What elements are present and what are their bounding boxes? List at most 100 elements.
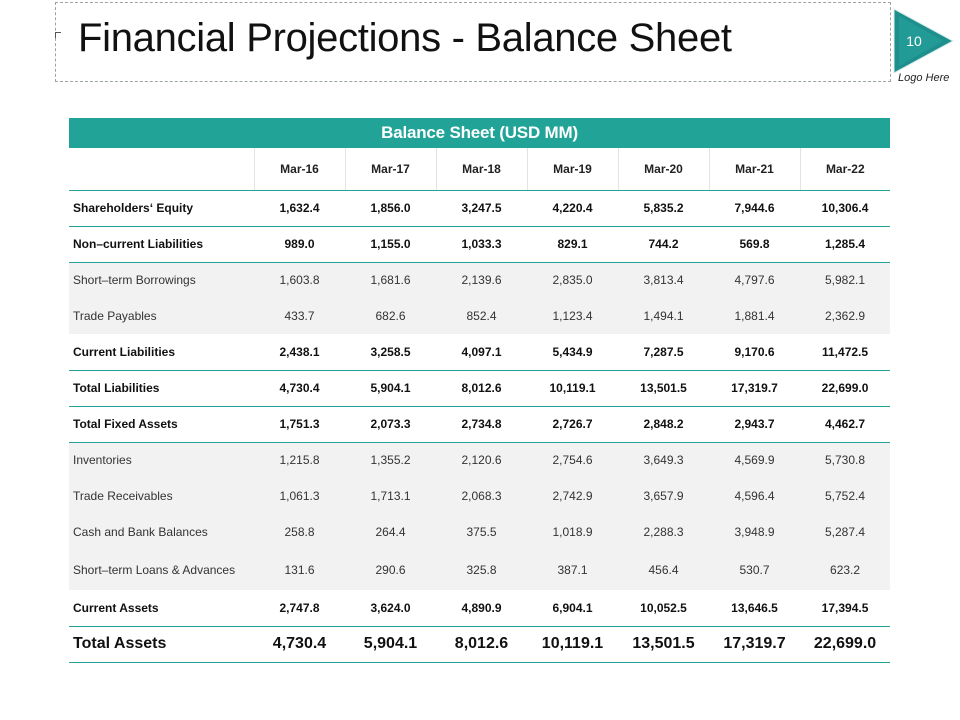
row-label: Trade Receivables (69, 478, 254, 514)
table-header-row: Mar-16 Mar-17 Mar-18 Mar-19 Mar-20 Mar-2… (69, 148, 891, 191)
table-cell: 3,649.3 (618, 442, 709, 478)
table-cell: 6,904.1 (527, 590, 618, 627)
table-cell: 7,287.5 (618, 334, 709, 371)
table-cell: 2,139.6 (436, 262, 527, 298)
table-cell: 4,596.4 (709, 478, 800, 514)
table-cell: 8,012.6 (436, 625, 527, 663)
table-banner-row: Balance Sheet (USD MM) (69, 118, 891, 148)
table-cell: 3,813.4 (618, 262, 709, 298)
table-cell: 10,119.1 (527, 625, 618, 663)
table-cell: 3,258.5 (345, 334, 436, 371)
table-row: Non–current Liabilities 989.0 1,155.0 1,033… (69, 226, 891, 263)
table-cell: 2,835.0 (527, 262, 618, 298)
table-cell: 1,155.0 (345, 226, 436, 263)
table-row: Total Fixed Assets 1,751.3 2,073.3 2,734.8 2… (69, 406, 891, 443)
table-cell: 5,904.1 (345, 625, 436, 663)
table-cell: 2,747.8 (254, 590, 345, 627)
table-body: Shareholders‘ Equity 1,632.4 1,856.0 3,247.… (69, 190, 891, 663)
table-row: Inventories 1,215.8 1,355.2 2,120.6 2,754.6 3… (69, 442, 891, 478)
table-cell: 3,948.9 (709, 514, 800, 550)
table-cell: 1,494.1 (618, 298, 709, 334)
table-cell: 2,073.3 (345, 406, 436, 443)
table-cell: 2,068.3 (436, 478, 527, 514)
table-cell: 5,982.1 (800, 262, 891, 298)
row-label: Total Assets (69, 625, 254, 663)
row-label: Total Liabilities (69, 370, 254, 407)
table-cell: 5,730.8 (800, 442, 891, 478)
table-cell: 5,287.4 (800, 514, 891, 550)
table-cell: 2,754.6 (527, 442, 618, 478)
row-label: Current Assets (69, 590, 254, 627)
table-cell: 13,501.5 (618, 370, 709, 407)
table-row: Cash and Bank Balances 258.8 264.4 375.5 1,0… (69, 514, 891, 550)
page-title: Financial Projections - Balance Sheet (78, 16, 732, 60)
logo-placeholder: Logo Here (898, 72, 950, 84)
table-cell: 387.1 (527, 550, 618, 590)
table-cell: 290.6 (345, 550, 436, 590)
triangle-arrow-icon (893, 8, 955, 74)
table-cell: 10,306.4 (800, 190, 891, 227)
table-cell: 829.1 (527, 226, 618, 263)
table-cell: 3,657.9 (618, 478, 709, 514)
table-cell: 4,890.9 (436, 590, 527, 627)
table-cell: 2,120.6 (436, 442, 527, 478)
row-label: Cash and Bank Balances (69, 514, 254, 550)
table-cell: 9,170.6 (709, 334, 800, 371)
table-cell: 1,123.4 (527, 298, 618, 334)
table-cell: 325.8 (436, 550, 527, 590)
table-cell: 1,681.6 (345, 262, 436, 298)
row-label: Total Fixed Assets (69, 406, 254, 443)
table-cell: 623.2 (800, 550, 891, 590)
table-cell: 258.8 (254, 514, 345, 550)
table-cell: 131.6 (254, 550, 345, 590)
table-cell: 530.7 (709, 550, 800, 590)
table-row: Trade Payables 433.7 682.6 852.4 1,123.4 1,49… (69, 298, 891, 334)
table-cell: 5,752.4 (800, 478, 891, 514)
column-header-mar-19: Mar-19 (527, 148, 619, 191)
table-row: Short–term Loans & Advances 131.6 290.6 325… (69, 550, 891, 590)
table-row: Trade Receivables 1,061.3 1,713.1 2,068.3 2,… (69, 478, 891, 514)
table-cell: 569.8 (709, 226, 800, 263)
table-cell: 7,944.6 (709, 190, 800, 227)
table-cell: 1,061.3 (254, 478, 345, 514)
table-cell: 2,848.2 (618, 406, 709, 443)
column-header-mar-17: Mar-17 (345, 148, 437, 191)
table-cell: 852.4 (436, 298, 527, 334)
table-cell: 2,742.9 (527, 478, 618, 514)
table-row: Short–term Borrowings 1,603.8 1,681.6 2,139… (69, 262, 891, 298)
table-row: Current Assets 2,747.8 3,624.0 4,890.9 6,904… (69, 590, 891, 627)
table-cell: 4,797.6 (709, 262, 800, 298)
table-cell: 4,220.4 (527, 190, 618, 227)
table-cell: 744.2 (618, 226, 709, 263)
row-label: Short–term Loans & Advances (69, 550, 254, 590)
balance-sheet-table: Balance Sheet (USD MM) Mar-16 Mar-17 Mar… (69, 118, 891, 663)
row-label: Non–current Liabilities (69, 226, 254, 263)
table-cell: 433.7 (254, 298, 345, 334)
row-label: Trade Payables (69, 298, 254, 334)
table-cell: 1,285.4 (800, 226, 891, 263)
row-label: Inventories (69, 442, 254, 478)
column-header-label (69, 148, 255, 191)
table-banner: Balance Sheet (USD MM) (69, 118, 891, 148)
row-label: Current Liabilities (69, 334, 254, 371)
column-header-mar-22: Mar-22 (800, 148, 891, 191)
table-cell: 1,603.8 (254, 262, 345, 298)
table-cell: 8,012.6 (436, 370, 527, 407)
table-cell: 264.4 (345, 514, 436, 550)
table-row: Total Assets 4,730.4 5,904.1 8,012.6 10,119.… (69, 625, 891, 663)
table-cell: 22,699.0 (800, 370, 891, 407)
title-corner-mark (55, 32, 61, 38)
table-cell: 5,835.2 (618, 190, 709, 227)
table-cell: 3,624.0 (345, 590, 436, 627)
column-header-mar-20: Mar-20 (618, 148, 710, 191)
table-cell: 1,632.4 (254, 190, 345, 227)
table-cell: 1,751.3 (254, 406, 345, 443)
table-cell: 13,501.5 (618, 625, 709, 663)
column-header-mar-16: Mar-16 (254, 148, 346, 191)
row-label: Short–term Borrowings (69, 262, 254, 298)
table-cell: 2,734.8 (436, 406, 527, 443)
table-row: Total Liabilities 4,730.4 5,904.1 8,012.6 10… (69, 370, 891, 407)
table-row: Shareholders‘ Equity 1,632.4 1,856.0 3,247.… (69, 190, 891, 227)
table-cell: 11,472.5 (800, 334, 891, 371)
page-number: 10 (906, 33, 922, 49)
